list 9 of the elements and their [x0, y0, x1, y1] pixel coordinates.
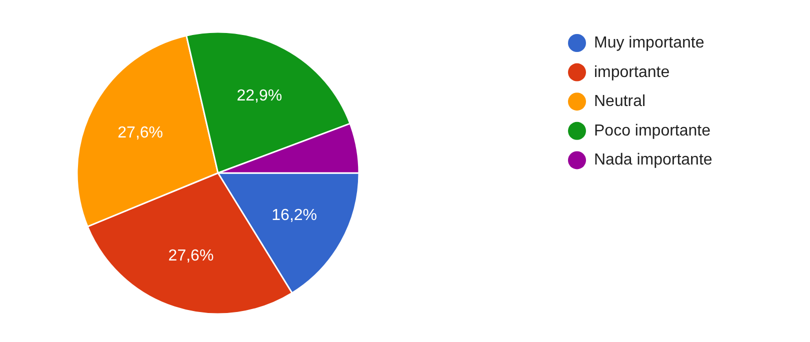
data-label: 27,6%	[118, 124, 164, 142]
data-label: 22,9%	[236, 88, 282, 104]
legend-label: Poco importante	[594, 122, 711, 140]
legend-label: Nada importante	[594, 152, 712, 169]
legend-label: Neutral	[594, 93, 646, 110]
legend-label: importante	[594, 64, 670, 81]
data-label: 16,2%	[272, 207, 318, 224]
data-label: 27,6%	[168, 248, 214, 265]
legend-label: Muy importante	[594, 34, 704, 52]
